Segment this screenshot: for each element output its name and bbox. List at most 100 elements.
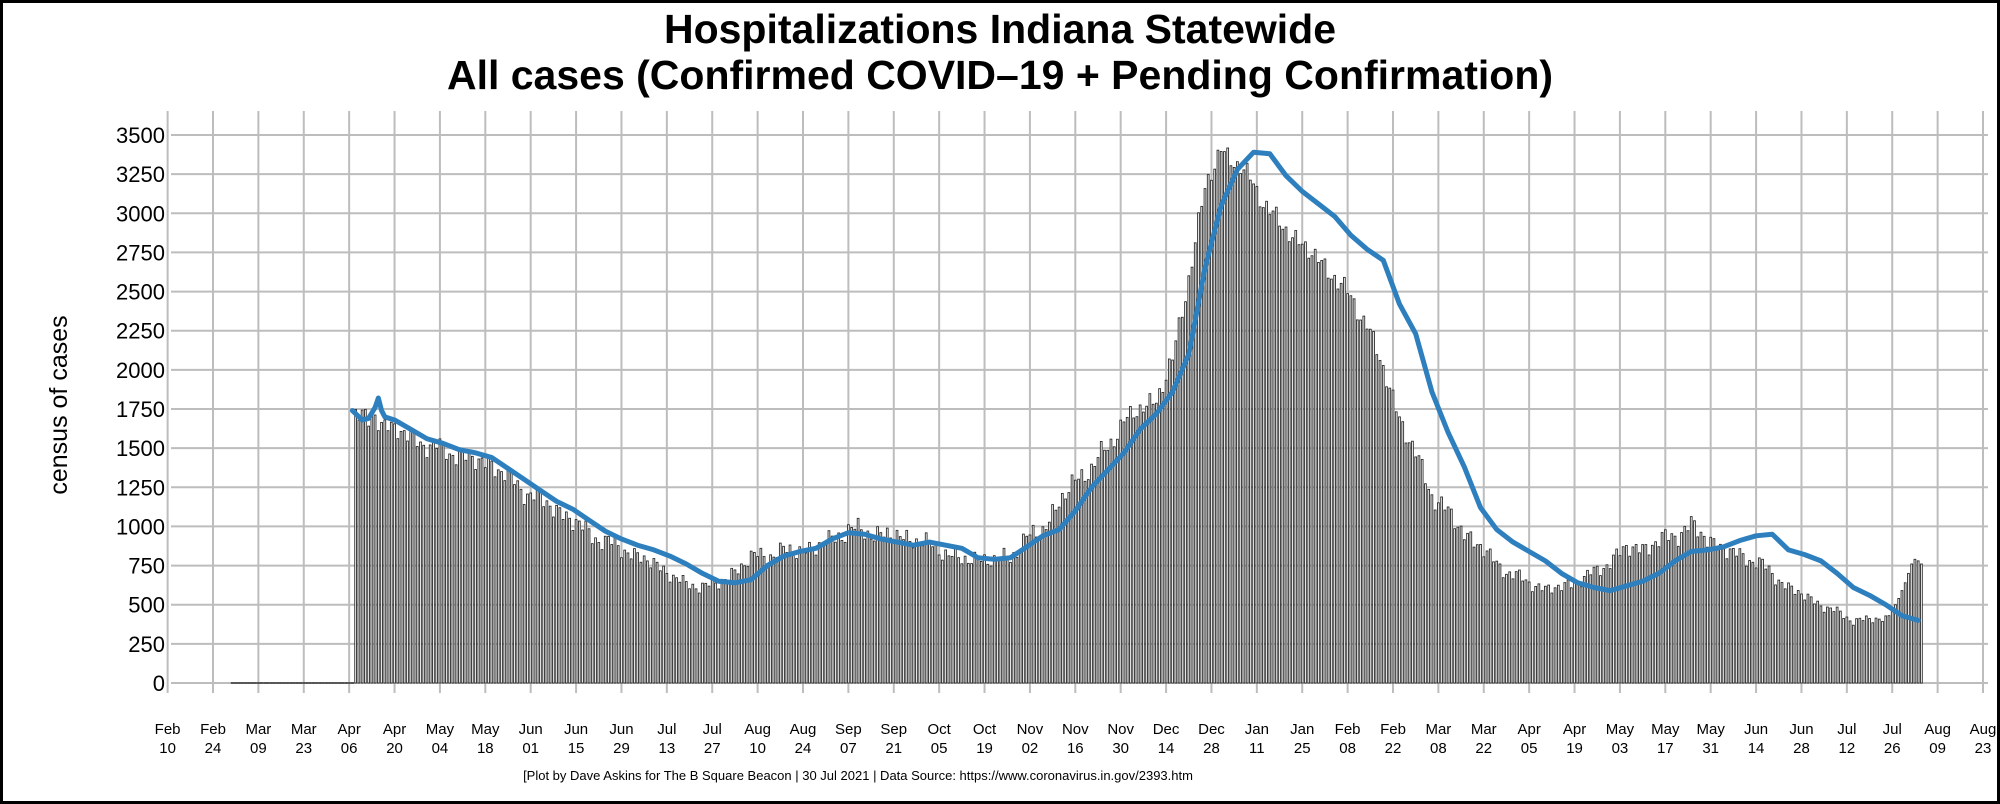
x-tick-month: Sep	[880, 721, 907, 738]
bar	[432, 439, 435, 684]
bar	[1180, 316, 1184, 684]
x-tick-day: 05	[1521, 740, 1538, 757]
bar	[944, 549, 947, 684]
bar	[1621, 546, 1625, 684]
bar	[1806, 593, 1810, 684]
bar	[1132, 417, 1136, 684]
bar	[1300, 243, 1304, 684]
bar	[931, 546, 935, 684]
bar	[759, 547, 763, 684]
bar	[633, 548, 636, 684]
bar	[892, 541, 896, 684]
bar	[1041, 526, 1045, 684]
bar	[1437, 502, 1440, 684]
bar	[1057, 506, 1061, 684]
bar	[704, 582, 708, 684]
x-tick-month: Feb	[200, 721, 226, 738]
bar	[522, 504, 526, 684]
bar	[1683, 525, 1687, 684]
x-tick-month: May	[471, 721, 500, 738]
bar	[717, 588, 721, 684]
bar	[399, 430, 403, 684]
bar	[1592, 566, 1596, 684]
x-tick-day: 24	[205, 740, 222, 757]
x-tick-month: Feb	[1335, 721, 1361, 738]
bar	[448, 453, 451, 684]
bar	[438, 438, 442, 684]
y-tick-label: 1500	[116, 436, 165, 461]
bar	[1236, 161, 1239, 684]
bar	[1099, 440, 1103, 684]
bar	[422, 444, 426, 684]
x-tick-month: Apr	[337, 721, 360, 738]
bar	[1813, 603, 1816, 684]
bar	[1693, 520, 1696, 684]
bar	[1310, 255, 1314, 684]
bar	[1005, 557, 1009, 684]
bar	[425, 457, 429, 684]
bar	[727, 579, 730, 684]
y-tick-label: 3250	[116, 162, 165, 187]
x-tick-month: Aug	[1970, 721, 1997, 738]
bar	[526, 493, 529, 684]
bar	[1910, 563, 1914, 684]
x-axis-ticks: Feb 10 Feb 24 Mar 09 Mar 23 Apr 06 Apr 20 May 04 May 18…	[155, 721, 1997, 757]
x-tick-day: 15	[568, 740, 585, 757]
bar	[850, 527, 853, 684]
bar	[441, 442, 445, 684]
bar	[1553, 587, 1557, 684]
bar	[1864, 615, 1868, 684]
bar	[1738, 548, 1742, 684]
bar	[1501, 577, 1505, 684]
bar	[821, 544, 824, 684]
bar	[1051, 504, 1054, 684]
bar	[383, 419, 387, 684]
bar	[1391, 389, 1395, 684]
bar	[513, 484, 516, 684]
bar	[697, 592, 701, 684]
x-tick-month: Mar	[245, 721, 271, 738]
bar	[1628, 555, 1631, 684]
bar	[1777, 579, 1781, 684]
bar	[843, 541, 847, 684]
bar	[898, 536, 902, 684]
bar	[1822, 611, 1826, 684]
bar	[668, 581, 672, 684]
bar	[642, 555, 646, 684]
bar	[1352, 298, 1356, 684]
bar	[1826, 606, 1829, 684]
bar	[1741, 553, 1745, 684]
chart-svg: Hospitalizations Indiana Statewide All c…	[45, 6, 1997, 783]
bar	[1326, 277, 1330, 684]
bar	[1903, 582, 1907, 684]
bar	[1809, 596, 1813, 684]
bar	[1073, 479, 1077, 684]
bar	[1031, 524, 1035, 684]
bar	[1323, 258, 1327, 684]
bar	[749, 550, 753, 684]
bar	[996, 558, 999, 684]
bar	[1715, 549, 1719, 684]
bar	[1184, 301, 1187, 684]
bar	[1479, 543, 1482, 684]
y-tick-label: 2250	[116, 319, 165, 344]
bar	[1394, 411, 1398, 684]
bar	[555, 504, 558, 684]
bar	[639, 561, 643, 684]
bar	[1203, 188, 1207, 684]
bar	[983, 554, 986, 684]
bar	[694, 588, 698, 684]
bar	[710, 578, 714, 684]
bar	[1732, 548, 1735, 684]
bar	[1336, 288, 1340, 684]
x-tick-day: 28	[1793, 740, 1810, 757]
bar	[1229, 165, 1233, 684]
bar	[1576, 580, 1580, 684]
bar	[804, 552, 808, 684]
bar	[795, 558, 798, 684]
bar	[1103, 449, 1106, 684]
x-tick-day: 23	[295, 740, 312, 757]
y-tick-label: 3000	[116, 201, 165, 226]
x-tick-day: 10	[749, 740, 766, 757]
bar	[1022, 533, 1025, 684]
